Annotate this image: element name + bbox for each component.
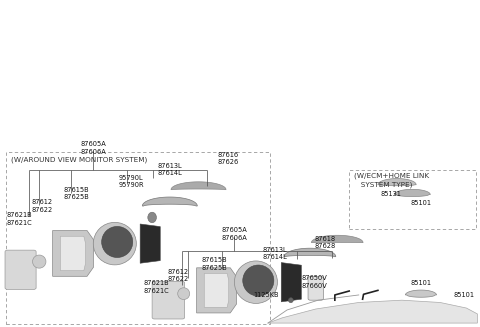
Polygon shape — [142, 197, 197, 206]
Text: 87650V
87660V: 87650V 87660V — [301, 275, 327, 289]
Polygon shape — [406, 290, 436, 297]
FancyBboxPatch shape — [5, 250, 36, 289]
Bar — [349, 170, 476, 229]
Text: 95790L
95790R: 95790L 95790R — [119, 175, 144, 188]
Text: 87605A
87606A: 87605A 87606A — [221, 227, 247, 241]
Text: (W/AROUND VIEW MONITOR SYSTEM): (W/AROUND VIEW MONITOR SYSTEM) — [11, 156, 147, 163]
Text: 87613L
87614L: 87613L 87614L — [262, 247, 287, 260]
Polygon shape — [312, 235, 363, 243]
Polygon shape — [60, 236, 85, 271]
Text: 85101: 85101 — [410, 200, 432, 206]
Text: 87621B
87621C: 87621B 87621C — [7, 212, 33, 226]
Text: 87615B
87625B: 87615B 87625B — [63, 187, 89, 200]
Text: 85101: 85101 — [454, 292, 474, 298]
Text: 87605A
87606A: 87605A 87606A — [81, 141, 106, 155]
Text: (W/ECM+HOME LINK
   SYSTEM TYPE): (W/ECM+HOME LINK SYSTEM TYPE) — [354, 173, 429, 188]
Ellipse shape — [243, 265, 274, 296]
Ellipse shape — [178, 288, 190, 300]
Text: 87613L
87614L: 87613L 87614L — [158, 163, 182, 176]
Ellipse shape — [148, 212, 156, 223]
Polygon shape — [140, 224, 160, 263]
Polygon shape — [197, 268, 237, 313]
Text: 87612
87622: 87612 87622 — [31, 199, 52, 213]
Polygon shape — [53, 231, 94, 276]
Polygon shape — [281, 263, 301, 302]
Text: 87618
87628: 87618 87628 — [315, 236, 336, 250]
Polygon shape — [378, 179, 416, 186]
FancyBboxPatch shape — [308, 277, 324, 300]
Polygon shape — [284, 248, 336, 257]
Ellipse shape — [288, 298, 293, 303]
Text: 87612
87622: 87612 87622 — [168, 268, 189, 282]
Text: 87616
87626: 87616 87626 — [217, 151, 239, 165]
Text: 87621B
87621C: 87621B 87621C — [144, 280, 169, 294]
Polygon shape — [204, 273, 228, 307]
Text: 1125KB: 1125KB — [253, 292, 279, 298]
Ellipse shape — [93, 222, 136, 265]
Text: 85101: 85101 — [410, 280, 432, 286]
Text: 87615B
87625B: 87615B 87625B — [202, 257, 228, 271]
Ellipse shape — [102, 226, 133, 258]
Ellipse shape — [33, 255, 46, 268]
Bar — [6, 152, 270, 324]
Polygon shape — [395, 189, 430, 197]
FancyBboxPatch shape — [152, 281, 185, 319]
Ellipse shape — [234, 261, 277, 303]
Text: 85131: 85131 — [380, 191, 401, 197]
Polygon shape — [268, 300, 478, 323]
Polygon shape — [171, 182, 226, 190]
